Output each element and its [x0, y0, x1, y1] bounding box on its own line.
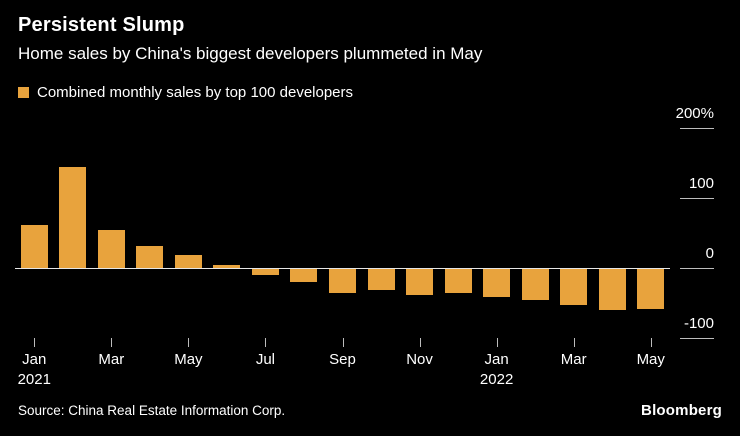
- bar-jun-2021: [213, 265, 241, 268]
- x-axis: Jan 2021 Mar May Jul Sep Nov Jan 2022 Mar May: [15, 338, 670, 400]
- page-title: Persistent Slump: [18, 14, 185, 36]
- x-axis-label-jan-2022: Jan 2022: [479, 351, 514, 388]
- footer: Source: China Real Estate Information Co…: [18, 402, 722, 419]
- x-axis-tick-nov-2021: [419, 338, 421, 347]
- bar-jan-2021: [20, 224, 48, 268]
- x-axis-label-may-2021: May: [174, 351, 203, 368]
- zero-baseline: [15, 268, 670, 269]
- y-axis-tick-line-100: [680, 198, 714, 199]
- bar-mar-2022: [560, 268, 588, 306]
- legend: Combined monthly sales by top 100 develo…: [18, 84, 722, 101]
- y-axis-label-0: 0: [705, 245, 714, 262]
- x-axis-tick-may-2021: [188, 338, 190, 347]
- x-axis-label-mar-2022: Mar: [560, 351, 587, 368]
- x-axis-label-sep-2021: Sep: [329, 351, 356, 368]
- bar-apr-2021: [136, 245, 164, 268]
- y-axis-label-200: 200%: [675, 105, 714, 122]
- x-axis-tick-jan-2022: [496, 338, 498, 347]
- bar-apr-2022: [598, 268, 626, 310]
- x-axis-tick-jan-2021: [34, 338, 36, 347]
- source-note: Source: China Real Estate Information Co…: [18, 403, 286, 418]
- bar-may-2022: [637, 268, 665, 310]
- x-axis-label-may-2022: May: [636, 351, 665, 368]
- x-axis-label-jan-2021: Jan 2021: [17, 351, 51, 388]
- x-axis-label-jul-2021: Jul: [255, 351, 276, 368]
- bar-jul-2021: [251, 268, 279, 275]
- bar-may-2021: [174, 254, 202, 268]
- x-axis-label-nov-2021: Nov: [406, 351, 433, 368]
- y-axis-tick-line-200: [680, 128, 714, 129]
- bar-feb-2021: [59, 166, 87, 268]
- y-axis-label--100: -100: [683, 315, 714, 332]
- chart-area: 200% 100 0 -100: [0, 105, 740, 339]
- bloomberg-logo: Bloomberg: [641, 402, 722, 419]
- bar-dec-2021: [444, 268, 472, 294]
- x-axis-tick-mar-2021: [111, 338, 113, 347]
- x-axis-tick-jul-2021: [265, 338, 267, 347]
- chart-subtitle: Home sales by China's biggest developers…: [18, 44, 483, 63]
- legend-label: Combined monthly sales by top 100 develo…: [37, 84, 354, 101]
- x-axis-tick-sep-2021: [342, 338, 344, 347]
- bar-aug-2021: [290, 268, 318, 282]
- bar-nov-2021: [406, 268, 434, 296]
- plot-area: [15, 128, 670, 338]
- x-axis-tick-may-2022: [650, 338, 652, 347]
- legend-swatch-icon: [18, 87, 29, 98]
- y-axis-tick-line-0: [680, 268, 714, 269]
- bar-mar-2021: [97, 229, 125, 268]
- bar-oct-2021: [367, 268, 395, 290]
- y-axis-label-100: 100: [688, 175, 714, 192]
- x-axis-label-mar-2021: Mar: [98, 351, 125, 368]
- bar-jan-2022: [483, 268, 511, 298]
- bar-sep-2021: [329, 268, 356, 293]
- x-axis-tick-mar-2022: [573, 338, 575, 347]
- bar-feb-2022: [521, 268, 549, 301]
- y-axis-tick-line--100: [680, 338, 714, 339]
